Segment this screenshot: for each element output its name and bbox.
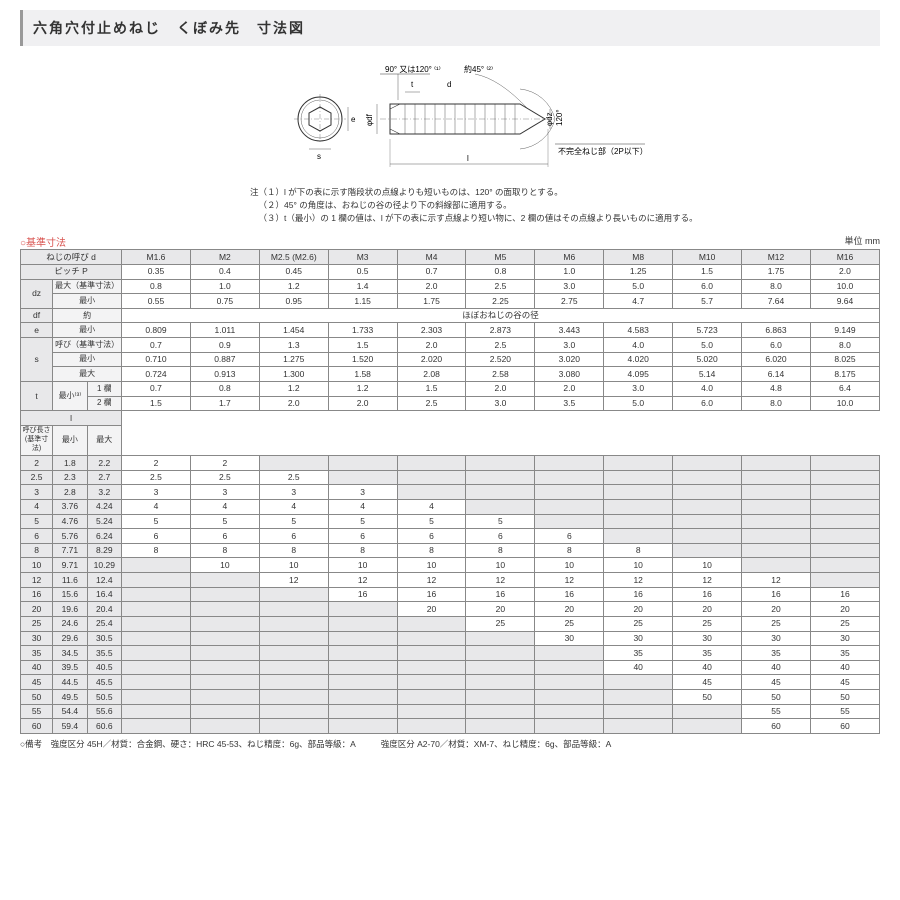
svg-text:d: d bbox=[447, 80, 451, 89]
svg-text:約45° ⁽²⁾: 約45° ⁽²⁾ bbox=[464, 64, 493, 74]
section-label: ○基準寸法 bbox=[20, 238, 66, 249]
dimension-diagram: 90° 又は120° ⁽¹⁾ 約45° ⁽²⁾ t d φdf φdz 120°… bbox=[250, 54, 650, 184]
notes: 注（１）l が下の表に示す階段状の点線よりも短いものは、120° の面取りとする… bbox=[250, 186, 880, 224]
svg-text:l: l bbox=[467, 154, 469, 163]
unit-label: 単位 mm bbox=[845, 234, 881, 247]
svg-text:t: t bbox=[411, 80, 414, 89]
svg-text:不完全ねじ部（2P以下）: 不完全ねじ部（2P以下） bbox=[558, 146, 648, 156]
page-title: 六角穴付止めねじ くぼみ先 寸法図 bbox=[20, 10, 880, 46]
svg-text:120°: 120° bbox=[555, 109, 564, 126]
footnote: ○備考 強度区分 45H／材質：合金鋼、硬さ：HRC 45-53、ねじ精度：6g… bbox=[20, 738, 880, 750]
spec-table: ねじの呼び d M1.6M2M2.5 (M2.6) M3M4M5 M6M8M10… bbox=[20, 249, 880, 734]
svg-text:e: e bbox=[351, 115, 356, 124]
svg-text:φdz: φdz bbox=[545, 112, 554, 126]
svg-text:s: s bbox=[317, 152, 321, 161]
diagram-container: 90° 又は120° ⁽¹⁾ 約45° ⁽²⁾ t d φdf φdz 120°… bbox=[20, 54, 880, 184]
svg-text:90° 又は120° ⁽¹⁾: 90° 又は120° ⁽¹⁾ bbox=[385, 65, 441, 74]
svg-text:φdf: φdf bbox=[365, 113, 374, 126]
